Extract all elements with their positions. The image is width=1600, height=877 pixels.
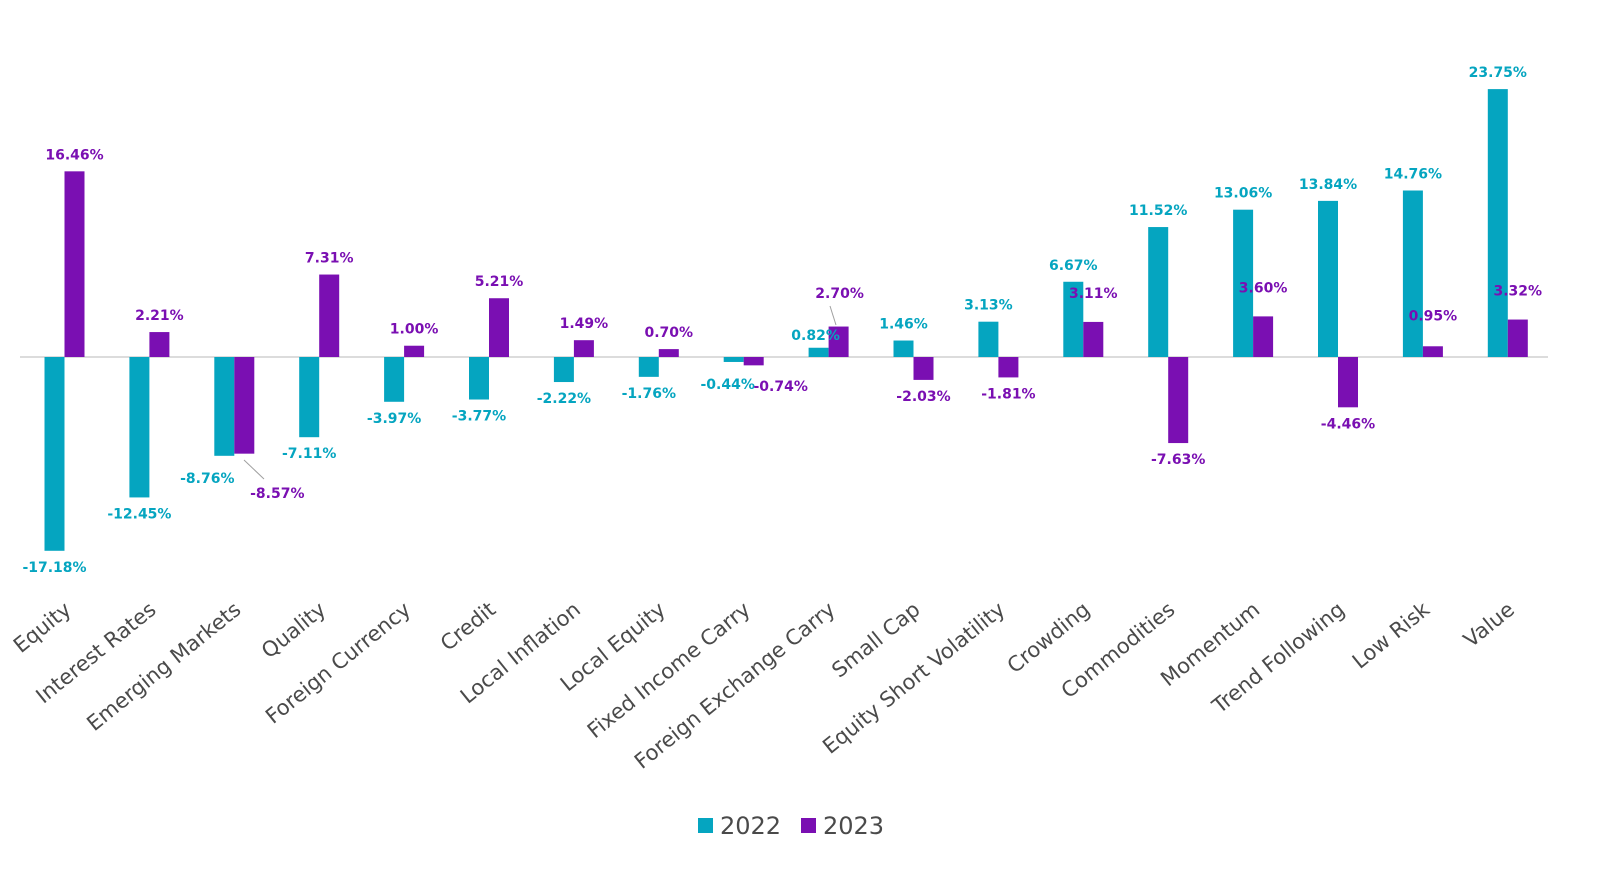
bars-layer	[44, 89, 1528, 551]
data-label-2023-foreign-exchange-carry: 2.70%	[815, 286, 864, 302]
bar-2022-fixed-income-carry	[723, 357, 744, 362]
data-label-2022-crowding: 6.67%	[1049, 258, 1098, 274]
data-label-2022-interest-rates: -12.45%	[107, 506, 171, 522]
category-label-emerging-markets: Emerging Markets	[82, 597, 245, 736]
bar-2022-momentum	[1233, 209, 1254, 357]
bar-2023-interest-rates	[149, 332, 170, 357]
data-label-2022-commodities: 11.52%	[1129, 203, 1187, 219]
data-label-2022-fixed-income-carry: -0.44%	[701, 377, 755, 393]
data-label-2023-momentum: 3.60%	[1239, 280, 1288, 296]
leader-line-emerging-markets-2023	[243, 459, 265, 480]
bar-2023-equity-short-volatility	[998, 357, 1019, 378]
bar-2022-foreign-exchange-carry	[808, 347, 829, 357]
data-label-2023-low-risk: 0.95%	[1409, 308, 1458, 324]
data-label-2022-local-equity: -1.76%	[622, 386, 676, 402]
leader-line-foreign-exchange-carry-2023	[829, 305, 837, 326]
bar-2023-momentum	[1253, 316, 1274, 357]
bar-2023-equity	[64, 171, 85, 357]
leader-lines-layer	[243, 305, 837, 480]
bar-2023-emerging-markets	[234, 357, 255, 454]
data-label-2022-emerging-markets: -8.76%	[180, 471, 234, 487]
bar-2022-low-risk	[1402, 190, 1423, 357]
data-label-2023-equity: 16.46%	[45, 147, 103, 163]
category-label-equity: Equity	[9, 597, 76, 657]
data-label-2022-credit: -3.77%	[452, 409, 506, 425]
bar-2022-trend-following	[1318, 200, 1338, 357]
category-label-foreign-currency: Foreign Currency	[261, 597, 415, 728]
data-label-2022-foreign-currency: -3.97%	[367, 411, 421, 427]
bar-2022-small-cap	[893, 340, 914, 357]
bar-2022-local-inflation	[553, 357, 574, 383]
category-label-fixed-income-carry: Fixed Income Carry	[583, 597, 755, 743]
data-label-2022-momentum: 13.06%	[1214, 186, 1272, 202]
data-label-2022-trend-following: 13.84%	[1299, 177, 1357, 193]
bar-2023-low-risk	[1422, 346, 1443, 357]
data-label-2023-local-equity: 0.70%	[645, 325, 694, 341]
bar-2023-quality	[319, 274, 340, 357]
data-label-2023-crowding: 3.11%	[1069, 286, 1118, 302]
data-label-2023-foreign-currency: 1.00%	[390, 322, 439, 338]
bar-2023-foreign-currency	[404, 345, 425, 357]
data-label-2022-small-cap: 1.46%	[879, 317, 928, 333]
bar-2023-fixed-income-carry	[743, 357, 764, 366]
bar-2022-emerging-markets	[214, 357, 235, 456]
data-label-2023-small-cap: -2.03%	[896, 389, 950, 405]
data-label-2023-credit: 5.21%	[475, 274, 524, 290]
data-label-2022-equity: -17.18%	[22, 560, 86, 576]
bar-2022-interest-rates	[129, 357, 150, 498]
bar-2022-commodities	[1148, 227, 1169, 357]
data-label-2022-local-inflation: -2.22%	[537, 391, 591, 407]
data-label-2023-interest-rates: 2.21%	[135, 308, 184, 324]
bar-2023-commodities	[1168, 357, 1189, 444]
bar-2022-local-equity	[638, 357, 659, 377]
category-label-quality: Quality	[257, 597, 330, 663]
bar-2023-crowding	[1083, 321, 1104, 357]
category-label-value: Value	[1459, 597, 1519, 652]
bar-2023-credit	[489, 298, 509, 357]
legend-label-2023: 2023	[823, 812, 884, 840]
bar-2023-local-equity	[658, 349, 679, 357]
data-label-2022-equity-short-volatility: 3.13%	[964, 298, 1013, 314]
data-label-2022-low-risk: 14.76%	[1384, 167, 1442, 183]
data-label-2023-trend-following: -4.46%	[1321, 416, 1375, 432]
bar-2022-quality	[299, 357, 320, 438]
category-label-credit: Credit	[436, 597, 500, 655]
legend-swatch-2022	[698, 818, 713, 833]
bar-2023-value	[1507, 319, 1528, 357]
bar-2022-equity	[44, 357, 65, 551]
data-label-2023-value: 3.32%	[1494, 284, 1543, 300]
bar-2022-crowding	[1063, 281, 1084, 357]
legend-swatch-2023	[801, 818, 816, 833]
bar-2022-value	[1487, 89, 1508, 357]
data-label-2022-quality: -7.11%	[282, 446, 336, 462]
bar-2022-credit	[469, 357, 489, 400]
data-label-2022-foreign-exchange-carry: 0.82%	[791, 328, 840, 344]
bar-2022-equity-short-volatility	[978, 321, 999, 357]
data-label-2023-commodities: -7.63%	[1151, 452, 1205, 468]
category-label-low-risk: Low Risk	[1348, 597, 1435, 674]
bar-2022-foreign-currency	[384, 357, 405, 402]
bar-2023-local-inflation	[573, 340, 594, 357]
data-label-2023-emerging-markets: -8.57%	[250, 486, 304, 502]
data-label-2022-value: 23.75%	[1469, 65, 1527, 81]
legend: 2022 2023	[698, 812, 884, 840]
data-label-2023-fixed-income-carry: -0.74%	[754, 379, 808, 395]
bar-2023-trend-following	[1338, 357, 1358, 408]
bar-2023-small-cap	[913, 357, 934, 380]
data-label-2023-equity-short-volatility: -1.81%	[981, 386, 1035, 402]
legend-label-2022: 2022	[720, 812, 781, 840]
data-label-2023-local-inflation: 1.49%	[560, 316, 609, 332]
data-label-2023-quality: 7.31%	[305, 251, 354, 267]
value-labels-layer: -17.18% 16.46% -12.45% 2.21% -8.76% -8.57% -7.…	[22, 65, 1542, 576]
bar-2023-foreign-exchange-carry	[828, 326, 849, 357]
